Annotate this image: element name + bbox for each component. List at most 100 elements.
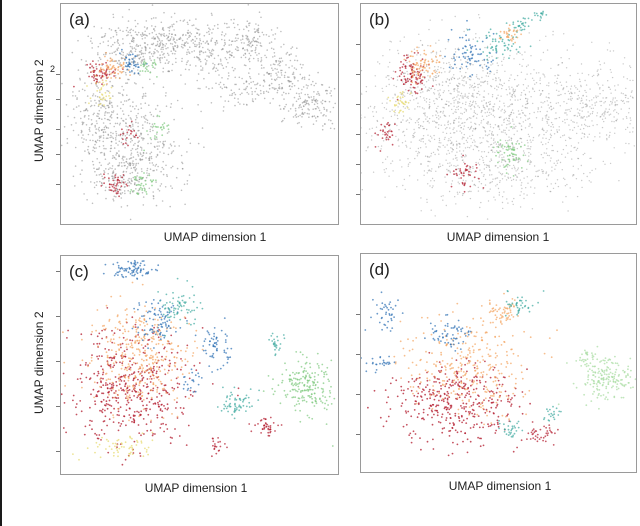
scatter-point [512, 153, 515, 156]
scatter-point [77, 134, 80, 136]
scatter-point [604, 117, 607, 119]
scatter-point [75, 122, 77, 124]
scatter-point [155, 204, 158, 207]
scatter-point [548, 107, 551, 109]
scatter-point [72, 108, 75, 110]
scatter-point [493, 196, 495, 198]
scatter-point [451, 108, 453, 111]
scatter-point [404, 83, 407, 85]
scatter-point [126, 94, 128, 96]
scatter-point [507, 27, 510, 30]
scatter-point [140, 49, 143, 52]
scatter-point [623, 76, 625, 78]
scatter-point [519, 137, 521, 140]
scatter-point [422, 138, 424, 140]
scatter-point [488, 166, 490, 169]
scatter-point [401, 71, 404, 74]
scatter-point [133, 72, 136, 74]
scatter-point [419, 89, 421, 92]
scatter-point [450, 142, 452, 145]
scatter-point [146, 119, 149, 122]
scatter-point [616, 104, 619, 106]
scatter-point [456, 174, 458, 177]
scatter-point [601, 114, 603, 116]
scatter-point [422, 91, 424, 93]
scatter-point [404, 107, 406, 109]
scatter-point [423, 61, 426, 64]
scatter-point [263, 74, 265, 76]
scatter-point [519, 123, 521, 125]
scatter-point [573, 147, 575, 149]
scatter-point [230, 54, 233, 57]
scatter-point [255, 46, 257, 49]
scatter-point [426, 120, 429, 123]
scatter-point [132, 144, 135, 146]
scatter-point [282, 91, 285, 94]
scatter-point [586, 105, 588, 107]
scatter-point [252, 80, 255, 83]
scatter-point [417, 106, 419, 108]
scatter-point [117, 184, 119, 187]
scatter-point [176, 368, 179, 371]
scatter-point [128, 134, 131, 137]
scatter-point [450, 57, 453, 60]
scatter-point [234, 37, 237, 39]
scatter-point [445, 181, 447, 183]
scatter-point [503, 191, 505, 193]
scatter-point [131, 53, 134, 56]
scatter-point [158, 145, 160, 147]
scatter-point [101, 373, 104, 376]
scatter-point [316, 105, 319, 108]
scatter-point [118, 124, 121, 126]
scatter-point [137, 69, 139, 71]
scatter-point [421, 107, 424, 109]
scatter-point [493, 116, 496, 118]
scatter-point [277, 76, 279, 78]
scatter-point [139, 70, 142, 72]
scatter-point [490, 149, 492, 151]
scatter-point [211, 53, 214, 55]
scatter-point [157, 188, 159, 190]
scatter-point [137, 155, 140, 157]
scatter-point [142, 55, 145, 58]
scatter-point [474, 184, 477, 187]
scatter-point [120, 101, 122, 103]
scatter-point [510, 74, 512, 76]
scatter-point [419, 63, 422, 65]
scatter-point [162, 422, 164, 425]
scatter-point [510, 179, 513, 182]
scatter-point [455, 117, 457, 120]
scatter-point [183, 19, 186, 21]
scatter-point [186, 61, 188, 64]
scatter-point [129, 53, 132, 56]
scatter-point [201, 69, 204, 71]
scatter-point [494, 40, 497, 43]
scatter-point [569, 110, 571, 113]
scatter-point [286, 51, 289, 54]
scatter-point [240, 42, 243, 44]
scatter-point [75, 413, 78, 416]
scatter-point [501, 178, 504, 180]
scatter-point [267, 91, 270, 93]
scatter-point [111, 104, 113, 107]
scatter-point [294, 107, 297, 110]
scatter-point [130, 182, 132, 185]
scatter-point [467, 191, 470, 193]
scatter-point [628, 143, 630, 145]
scatter-point [584, 133, 586, 136]
scatter-point [599, 100, 601, 103]
scatter-point [89, 97, 92, 100]
scatter-point [297, 80, 299, 82]
scatter-point [570, 107, 572, 110]
scatter-point [157, 401, 159, 404]
scatter-point [533, 165, 536, 167]
scatter-point [561, 62, 563, 64]
scatter-point [499, 143, 501, 145]
scatter-point [594, 104, 596, 107]
scatter-point [415, 71, 417, 74]
scatter-point [134, 326, 137, 328]
scatter-point [552, 123, 554, 126]
axis-tick [356, 194, 360, 195]
scatter-point [404, 67, 407, 69]
scatter-point [166, 38, 168, 40]
